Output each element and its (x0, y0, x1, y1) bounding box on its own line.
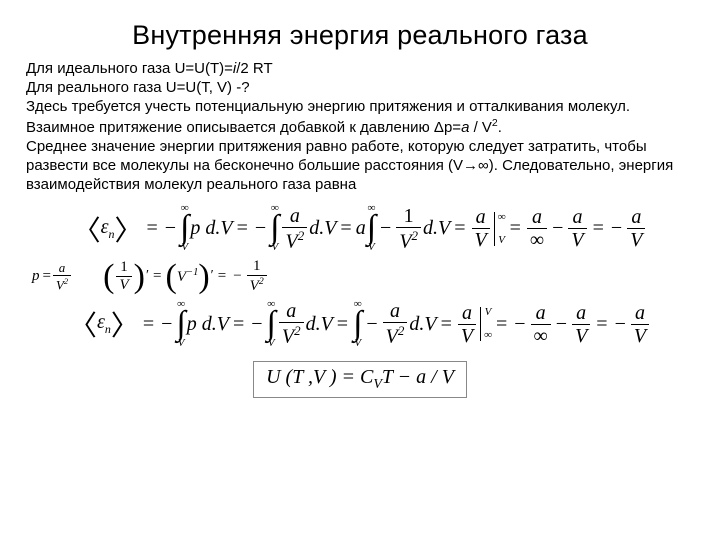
line2: Для реального газа U=U(T, V) -? (26, 79, 250, 96)
boxed-result-wrap: U (T ,V ) = CVT − a / V (26, 355, 694, 398)
equation-helpers: p= aV2 ( 1V )′ = (V−1)′ =− 1V2 (26, 259, 694, 294)
line1a: Для идеального газа U=U(T)= (26, 60, 233, 77)
line1b: /2 RT (236, 60, 272, 77)
slide: Внутренняя энергия реального газа Для ид… (0, 0, 720, 540)
equation-1: 〈εn〉 =− ∞∫V p d.V =− ∞∫V aV2 d.V = a ∞∫V… (26, 204, 694, 253)
body-text: Для идеального газа U=U(T)=i/2 RT Для ре… (26, 59, 694, 194)
line4a: Взаимное притяжение описывается добавкой… (26, 119, 461, 136)
line4c: . (498, 119, 502, 136)
boxed-result: U (T ,V ) = CVT − a / V (253, 361, 467, 398)
equation-2: 〈εn〉 =− ∞∫V p d.V =− ∞∫V aV2 d.V = ∞∫V −… (26, 300, 694, 349)
line4i: a (461, 119, 474, 136)
line3: Здесь требуется учесть потенциальную эне… (26, 98, 630, 115)
line4b: / V (474, 119, 492, 136)
line5: Среднее значение энергии притяжения равн… (26, 138, 673, 193)
slide-title: Внутренняя энергия реального газа (26, 20, 694, 51)
